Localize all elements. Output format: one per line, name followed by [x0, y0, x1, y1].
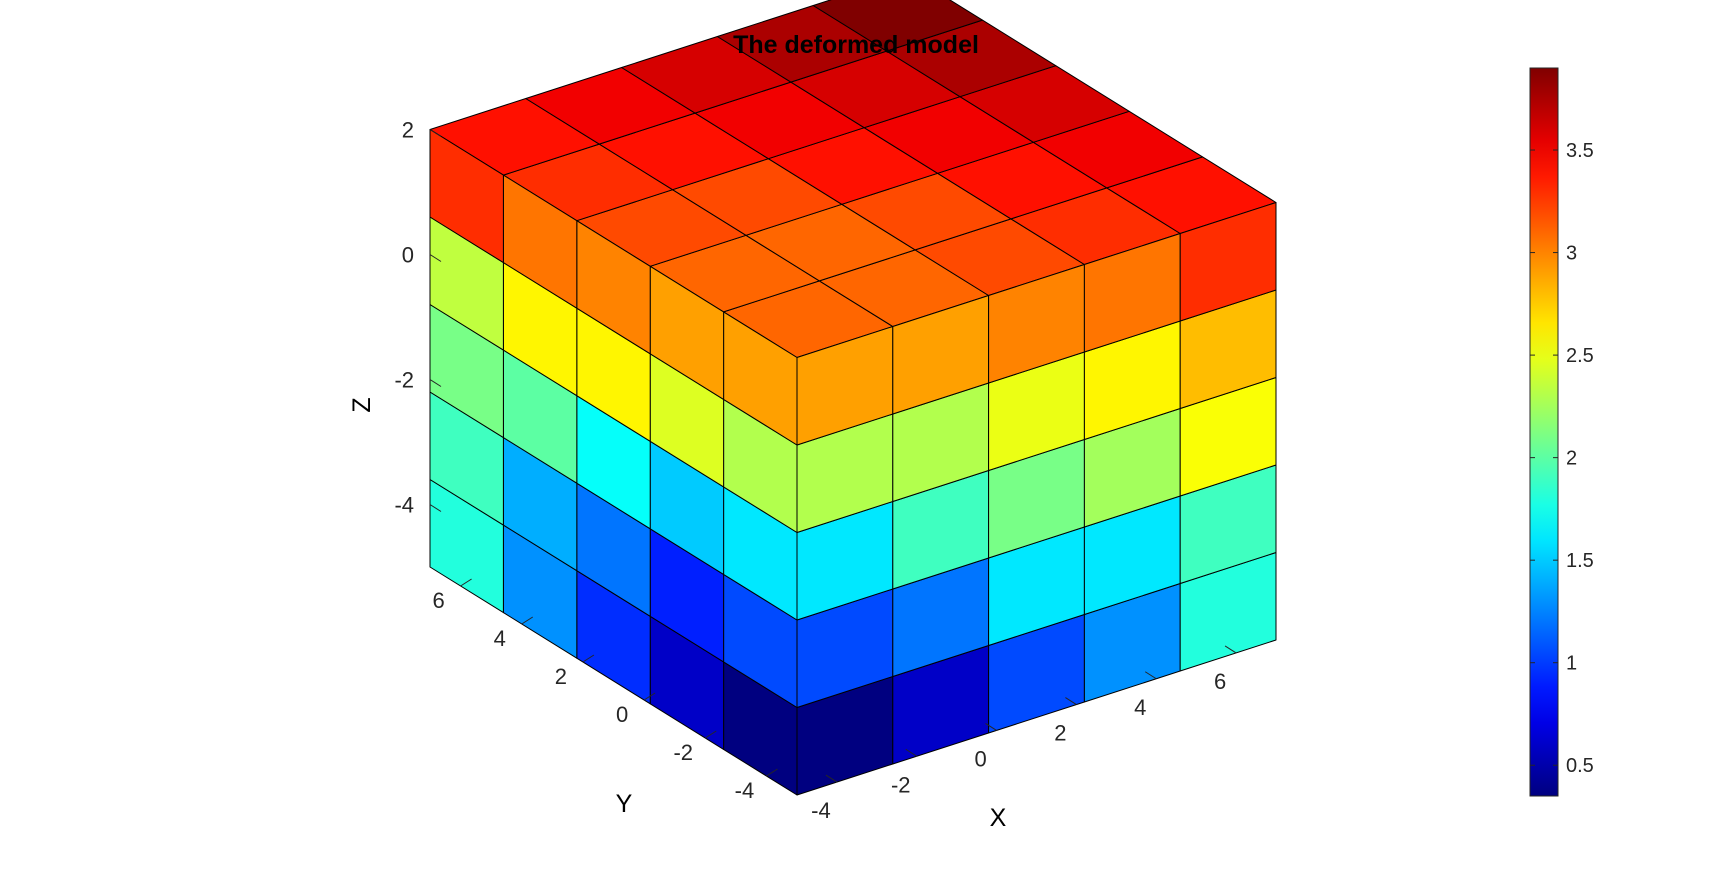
- y-tick-mark: [582, 654, 595, 663]
- colorbar-tick-label: 1.5: [1566, 550, 1594, 572]
- z-tick-mark: [429, 129, 442, 137]
- x-tick-label: -4: [811, 798, 831, 823]
- z-axis-label: Z: [348, 397, 376, 412]
- x-tick-label: 4: [1134, 695, 1146, 720]
- voxel-faces: [429, 0, 1277, 796]
- top-face-cell: [812, 0, 983, 52]
- z-tick-label: -4: [394, 493, 414, 518]
- x-axis-label: X: [990, 804, 1007, 832]
- x-tick-mark: [1224, 645, 1237, 654]
- y-tick-mark: [521, 616, 534, 625]
- x-tick-label: 6: [1214, 669, 1226, 694]
- x-tick-mark: [1065, 697, 1077, 706]
- y-tick-mark: [766, 768, 778, 777]
- colorbar-tick-label: 3: [1566, 243, 1577, 265]
- chart-title: The deformed model: [733, 31, 979, 59]
- x-tick-label: 2: [1054, 721, 1066, 746]
- x-tick-mark: [905, 748, 918, 757]
- colorbar-tick-label: 2.5: [1566, 345, 1594, 367]
- y-tick-label: 2: [555, 664, 567, 689]
- colorbar-tick-label: 0.5: [1566, 755, 1594, 777]
- x-tick-mark: [1144, 671, 1157, 680]
- y-tick-mark: [643, 692, 656, 701]
- z-tick-mark: [429, 379, 442, 387]
- z-tick-mark: [429, 504, 442, 512]
- y-tick-label: 0: [616, 702, 628, 727]
- x-tick-mark: [985, 722, 997, 731]
- z-tick-mark: [429, 254, 442, 262]
- x-tick-mark: [825, 774, 838, 783]
- y-tick-mark: [460, 578, 472, 587]
- y-axis-label: Y: [616, 790, 633, 818]
- z-tick-label: -2: [394, 368, 414, 393]
- colorbar-tick-label: 3.5: [1566, 140, 1594, 162]
- x-tick-label: 0: [974, 746, 986, 771]
- axes: -4 -2 0 2 4 6 -4 -2 0 2 4 6 -4 -2 0 2: [394, 118, 1237, 823]
- colorbar-ticks: 0.5 1 1.5 2 2.5 3 3.5: [1530, 140, 1594, 777]
- colorbar-tick-label: 1: [1566, 653, 1577, 675]
- x-tick-label: -2: [891, 772, 911, 797]
- colorbar-tick-label: 2: [1566, 448, 1577, 470]
- z-tick-label: 2: [402, 118, 414, 143]
- y-tick-label: 6: [432, 588, 444, 613]
- y-tick-label: -4: [735, 778, 755, 803]
- y-tick-mark: [704, 730, 717, 739]
- y-tick-label: 4: [494, 626, 506, 651]
- colorbar: 0.5 1 1.5 2 2.5 3 3.5: [1529, 67, 1594, 797]
- front-face-cell: [1179, 202, 1277, 322]
- colorbar-gradient: [1529, 67, 1559, 797]
- z-tick-label: 0: [402, 243, 414, 268]
- y-tick-label: -2: [673, 740, 693, 765]
